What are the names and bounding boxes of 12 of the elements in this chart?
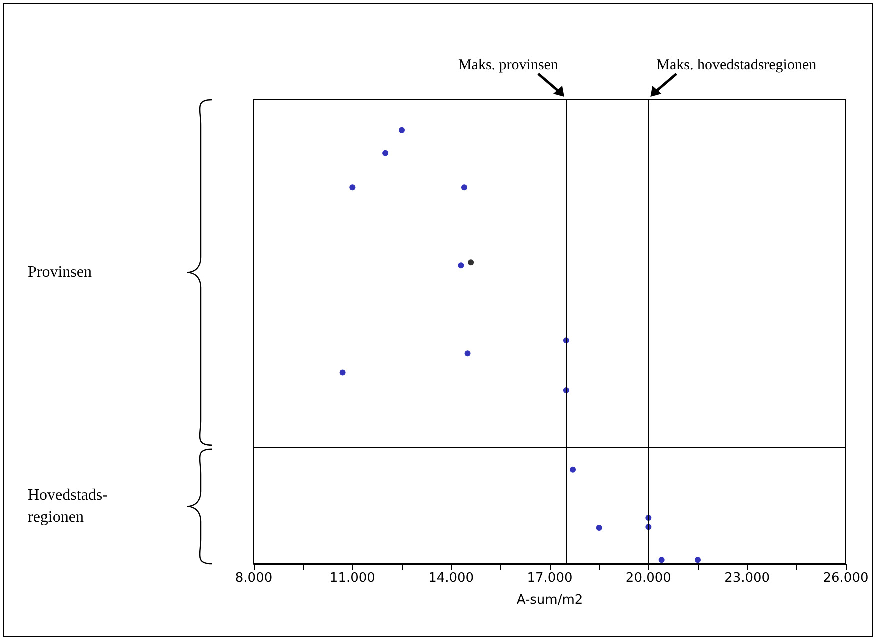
x-tick-label: 20.000	[626, 571, 672, 586]
x-tick-label: 17.000	[527, 571, 573, 586]
x-tick-label: 26.000	[823, 571, 869, 586]
x-tick-label: 8.000	[235, 571, 273, 586]
ref-line-label: Maks. provinsen	[458, 58, 559, 74]
text: Provinsen	[28, 264, 92, 282]
x-tick-label: 14.000	[428, 571, 474, 586]
x-tick-label: 11.000	[330, 571, 376, 586]
x-tick-label: 23.000	[724, 571, 770, 586]
ref-line-label: Maks. hovedstadsregionen	[656, 58, 818, 74]
x-axis-title: A-sum/m2	[516, 593, 584, 608]
text: Hovedstads- regionen	[28, 487, 108, 526]
